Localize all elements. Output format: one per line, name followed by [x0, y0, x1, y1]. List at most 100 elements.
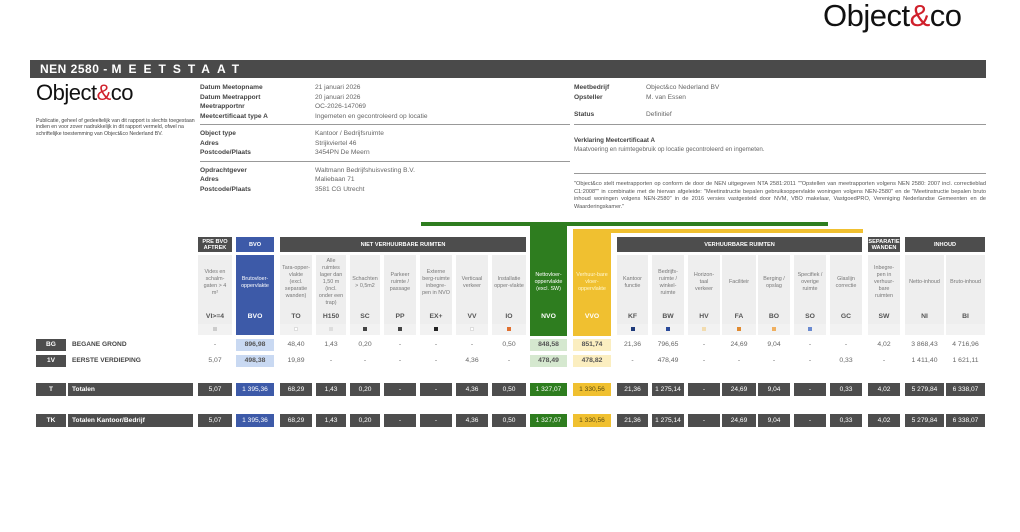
- total-cell: 5 279,84: [905, 383, 944, 396]
- table-cell: -: [434, 341, 438, 348]
- group-header: BVO: [236, 237, 274, 252]
- report-info: Meetbedrijf Object&co Nederland BV Opstell…: [574, 83, 986, 125]
- total-cell: 24,69: [722, 414, 756, 427]
- column-description: Glaslijn correctie: [830, 255, 862, 310]
- table-cell: 1,43: [324, 341, 338, 348]
- legend-swatch-cell: [456, 324, 488, 335]
- total-cell: 24,69: [722, 383, 756, 396]
- column-code: BVO: [236, 310, 274, 324]
- column-code: IO: [492, 310, 526, 324]
- table-cell: 478,82: [573, 355, 611, 367]
- verklaring: Verklaring Meetcertificaat A Maatvoering…: [574, 136, 765, 154]
- legend-swatch-cell: [868, 324, 900, 335]
- info-label: Opdrachtgever: [200, 166, 247, 174]
- group-header: SEPARATIE WANDEN: [868, 237, 900, 252]
- legend-swatch-cell: [316, 324, 346, 335]
- column-description: Faciliteir: [722, 255, 756, 310]
- table-cell: -: [737, 357, 741, 364]
- column-description: Verhuur-bare vloer-oppervlakte: [573, 255, 611, 310]
- info-label: Datum Meetopname: [200, 84, 263, 91]
- table-cell: 478,49: [657, 357, 679, 364]
- table-cell: 48,40: [287, 341, 305, 348]
- group-header: INHOUD: [905, 237, 985, 252]
- info-row: Adres Maliebaan 71: [200, 175, 570, 185]
- legend-swatch: [737, 327, 741, 331]
- total-cell: -: [420, 414, 452, 427]
- total-cell: 4,36: [456, 414, 488, 427]
- total-cell: -: [384, 414, 416, 427]
- legend-swatch-cell: [530, 324, 567, 335]
- legend-swatch: [213, 327, 217, 331]
- total-cell: -: [688, 383, 720, 396]
- total-cell: 5,07: [198, 383, 232, 396]
- column-code: VI>=4: [198, 310, 232, 324]
- legend-swatch-cell: [946, 324, 985, 335]
- table-cell: 896,98: [236, 339, 274, 351]
- table-cell: 1 621,11: [952, 357, 979, 364]
- total-cell: 4,02: [868, 383, 900, 396]
- info-value: Definitief: [646, 111, 672, 118]
- table-cell: -: [213, 341, 217, 348]
- table-cell: -: [631, 357, 634, 364]
- total-cell: 1 327,07: [530, 414, 567, 427]
- total-cell: 0,20: [350, 383, 380, 396]
- total-cell: 0,33: [830, 383, 862, 396]
- table-cell: 498,38: [236, 355, 274, 367]
- legend-swatch: [630, 327, 635, 331]
- row-code: T: [36, 383, 66, 396]
- info-label: Adres: [200, 139, 219, 147]
- row-code: TK: [36, 414, 66, 427]
- legend-swatch-cell: [384, 324, 416, 335]
- total-cell: 0,50: [492, 383, 526, 396]
- legend-swatch: [666, 327, 670, 331]
- brand-logo: Object&co: [36, 80, 134, 105]
- info-value: Kantoor / Bedrijfsruimte: [315, 130, 384, 137]
- column-description: Berging / opslag: [758, 255, 790, 310]
- column-description: Schachten > 0,5m2: [350, 255, 380, 310]
- info-value: Waltmann Bedrijfshuisvesting B.V.: [315, 166, 415, 174]
- column-description: Netto-inhoud: [905, 255, 944, 310]
- column-description: Alle ruimtes lager dan 1,50 m (incl. ond…: [316, 255, 346, 310]
- legend-swatch-cell: [794, 324, 826, 335]
- info-section: Datum Meetopname 21 januari 2026 Datum Mee…: [200, 83, 570, 125]
- info-row: Postcode/Plaats 3581 CG Utrecht: [200, 185, 570, 195]
- info-label: Object type: [200, 130, 236, 137]
- info-section: Object type Kantoor / Bedrijfsruimte Adres…: [200, 129, 570, 162]
- total-cell: 0,33: [830, 414, 862, 427]
- disclaimer-text: Publicatie, geheel of gedeeltelijk van d…: [36, 118, 195, 137]
- object-info: Datum Meetopname 21 januari 2026 Datum Mee…: [200, 83, 570, 201]
- table-cell: -: [434, 357, 438, 364]
- column-description: Horizon-taal verkeer: [688, 255, 720, 310]
- table-cell: 19,89: [287, 357, 305, 364]
- total-label: Totalen Kantoor/Bedrijf: [68, 414, 193, 427]
- total-cell: 1 275,14: [652, 383, 684, 396]
- info-value: Object&co Nederland BV: [646, 84, 720, 91]
- total-cell: 9,04: [758, 414, 790, 427]
- table-cell: -: [702, 341, 706, 348]
- row-label: EERSTE VERDIEPING: [72, 357, 141, 364]
- total-cell: 1 330,56: [573, 383, 611, 396]
- info-value: OC-2026-147069: [315, 103, 366, 110]
- column-code: PP: [384, 310, 416, 324]
- legend-swatch: [294, 327, 298, 331]
- total-cell: 1 275,14: [652, 414, 684, 427]
- legend-swatch-cell: [280, 324, 312, 335]
- total-cell: 1,43: [316, 414, 346, 427]
- column-code: BW: [652, 310, 684, 324]
- legend-swatch-cell: [688, 324, 720, 335]
- total-cell: -: [688, 414, 720, 427]
- info-label: Opsteller: [574, 93, 603, 101]
- total-cell: 9,04: [758, 383, 790, 396]
- column-description: Installatie opper-vlakte: [492, 255, 526, 310]
- column-code: EX+: [420, 310, 452, 324]
- total-cell: 21,36: [617, 414, 648, 427]
- page-title: NEN 2580 - MEETSTAAT: [30, 60, 986, 78]
- row-code: 1V: [36, 355, 66, 367]
- total-cell: -: [794, 383, 826, 396]
- column-description: Vides en schalm-gaten > 4 m²: [198, 255, 232, 310]
- info-row: Meetbedrijf Object&co Nederland BV: [574, 83, 986, 93]
- table-cell: 0,20: [358, 341, 372, 348]
- table-cell: 0,33: [839, 357, 853, 364]
- table-cell: 21,36: [623, 341, 641, 348]
- column-description: Nettovloer-oppervlakte (excl. SW): [530, 255, 567, 310]
